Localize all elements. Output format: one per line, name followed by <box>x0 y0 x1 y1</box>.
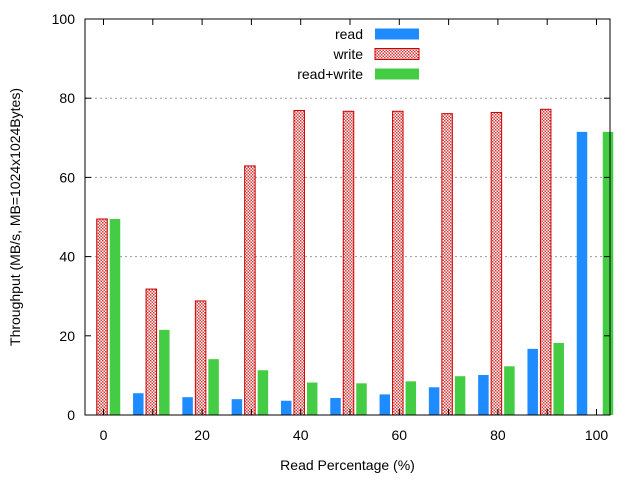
x-tick-label: 0 <box>100 427 108 443</box>
plot-frame <box>84 18 611 416</box>
y-axis-title: Throughput (MB/s, MB=1024x1024Bytes) <box>7 88 23 346</box>
y-tick-label: 60 <box>59 169 75 185</box>
bar-write-70 <box>441 113 453 416</box>
bar-read-plus-write-50 <box>356 383 367 415</box>
x-tick-label: 100 <box>585 427 609 443</box>
legend-label-read-plus-write: read+write <box>297 66 363 82</box>
y-tick-label: 40 <box>59 249 75 265</box>
bar-read-plus-write-70 <box>454 376 466 415</box>
bar-read-20 <box>182 397 193 415</box>
legend-swatch-read <box>375 28 419 40</box>
bar-read-90 <box>527 348 538 415</box>
bar-write-10 <box>145 288 158 416</box>
bar-write-90 <box>539 108 552 416</box>
y-tick-label: 20 <box>59 328 75 344</box>
bar-read-plus-write-100 <box>602 131 614 416</box>
bars <box>96 108 614 416</box>
legend-swatch-read-plus-write <box>375 68 419 80</box>
bar-read-plus-write-60 <box>405 381 417 415</box>
legend: read write read+write <box>297 26 420 82</box>
y-tick-label: 0 <box>67 407 75 423</box>
bar-read-100 <box>576 131 588 416</box>
y-tick-label: 100 <box>52 11 76 27</box>
bar-read-40 <box>280 400 292 415</box>
bar-write-20 <box>194 300 207 416</box>
bar-read-80 <box>478 375 489 415</box>
legend-label-read: read <box>335 26 363 42</box>
bar-read-10 <box>133 393 144 415</box>
x-tick-label: 20 <box>194 427 210 443</box>
bar-write-50 <box>342 110 355 416</box>
bar-read-50 <box>330 397 341 415</box>
bar-read-plus-write-90 <box>553 342 564 415</box>
x-tick-label: 40 <box>293 427 309 443</box>
bar-read-plus-write-0 <box>109 218 121 415</box>
bar-read-70 <box>428 387 440 415</box>
bar-write-30 <box>244 165 256 416</box>
bar-write-60 <box>392 110 404 416</box>
bar-read-plus-write-10 <box>159 329 170 415</box>
bar-read-plus-write-80 <box>504 366 515 415</box>
bar-read-30 <box>231 399 243 415</box>
legend-label-write: write <box>332 46 363 62</box>
bar-read-plus-write-30 <box>257 370 269 415</box>
bar-write-40 <box>293 109 305 416</box>
y-tick-label: 80 <box>59 90 75 106</box>
x-tick-label: 60 <box>392 427 408 443</box>
bar-read-plus-write-20 <box>208 359 219 415</box>
legend-swatch-write <box>374 48 420 60</box>
x-axis-title: Read Percentage (%) <box>280 457 415 473</box>
bar-read-60 <box>379 394 391 415</box>
bar-write-80 <box>490 111 503 416</box>
x-tick-label: 80 <box>490 427 506 443</box>
axes: 0 20 40 60 80 100 0 20 40 60 80 100 <box>52 11 610 443</box>
bar-write-0 <box>96 218 108 416</box>
bar-read-plus-write-40 <box>306 382 318 415</box>
